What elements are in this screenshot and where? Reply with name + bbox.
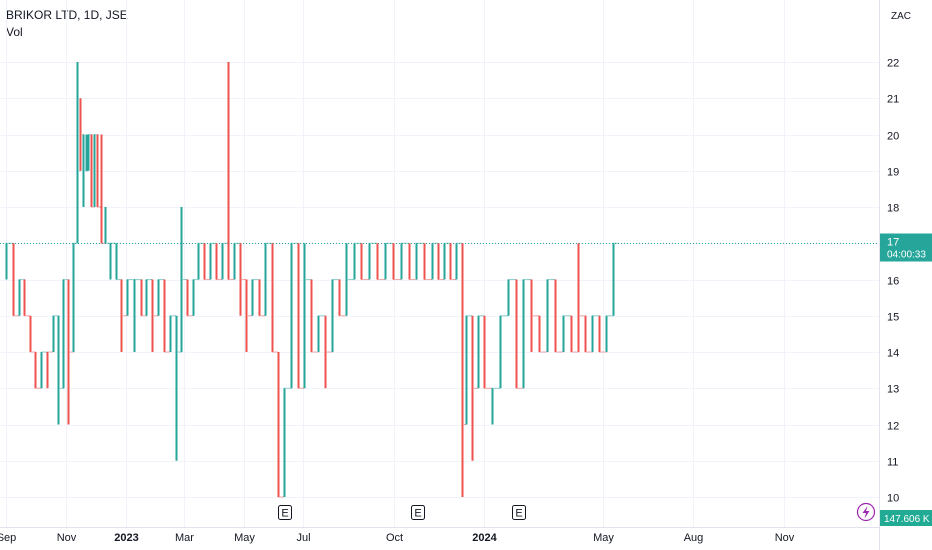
y-tick-label: 18	[887, 203, 899, 215]
last-price-badge: 17 04:00:33	[880, 233, 932, 262]
bar-countdown: 04:00:33	[887, 250, 926, 261]
y-tick-label: 16	[887, 276, 899, 288]
lightning-icon[interactable]	[856, 502, 876, 522]
volume-value: 147.606 K	[884, 514, 930, 525]
x-tick-label: Mar	[175, 532, 194, 544]
y-tick-label: 21	[887, 94, 899, 106]
x-tick-label: May	[234, 532, 255, 544]
x-tick-label: Sep	[0, 532, 16, 544]
volume-value-badge: 147.606 K	[880, 510, 932, 526]
y-tick-label: 13	[887, 384, 899, 396]
y-tick-label: 22	[887, 58, 899, 70]
y-tick-label: 19	[887, 167, 899, 179]
earnings-marker-label: E	[281, 508, 288, 520]
x-tick-label: Jul	[296, 532, 310, 544]
earnings-marker[interactable]: E	[411, 505, 425, 520]
ohlc-bars	[5, 62, 620, 498]
y-tick-label: 14	[887, 348, 899, 360]
y-tick-label: 20	[887, 131, 899, 143]
x-tick-label: 2023	[114, 532, 138, 544]
earnings-marker[interactable]: E	[278, 505, 292, 520]
y-tick-label: 11	[887, 457, 898, 469]
last-price-value: 17	[887, 237, 899, 249]
x-tick-label: Nov	[57, 532, 77, 544]
currency-button[interactable]: ZAC	[884, 5, 924, 25]
x-tick-label: May	[593, 532, 614, 544]
earnings-marker-label: E	[515, 508, 522, 520]
x-tick-label: Oct	[386, 532, 403, 544]
x-tick-label: Nov	[775, 532, 795, 544]
volume-indicator-label: Vol	[6, 25, 23, 39]
y-tick-label: 15	[887, 312, 899, 324]
y-tick-label: 12	[887, 421, 899, 433]
x-tick-label: Aug	[684, 532, 704, 544]
currency-label: ZAC	[891, 11, 911, 22]
y-tick-label: 10	[887, 493, 899, 505]
earnings-marker-label: E	[414, 508, 421, 520]
x-tick-label: 2024	[472, 532, 497, 544]
earnings-marker[interactable]: E	[512, 505, 526, 520]
